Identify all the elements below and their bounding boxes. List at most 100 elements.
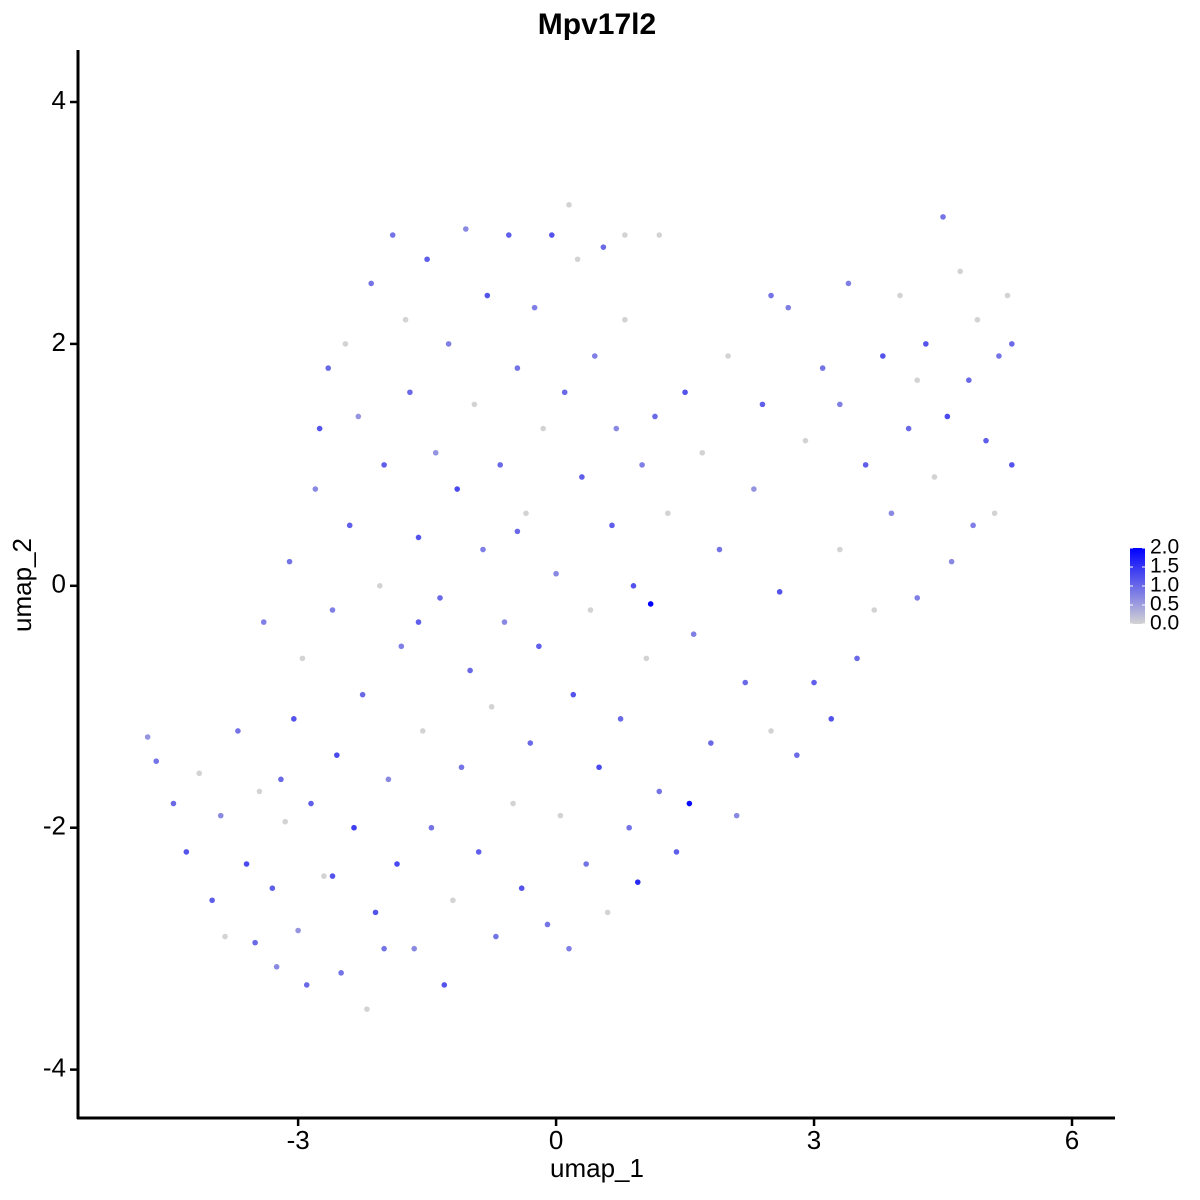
point [574,256,581,263]
point [523,510,529,517]
point [905,425,912,432]
point [948,558,955,565]
point [742,679,749,686]
point [278,776,284,783]
point [355,413,362,420]
point [256,788,263,795]
point [454,486,461,492]
point [510,800,516,807]
point [819,365,826,371]
point [488,703,495,710]
point [944,413,951,420]
point [682,389,688,396]
point [308,800,314,807]
point [880,353,886,359]
point [991,510,998,517]
y-axis-label: umap_2 [7,538,37,632]
point [282,818,289,825]
point [153,758,160,764]
point [467,667,473,674]
point [686,800,693,807]
point [888,510,895,517]
point [260,619,267,625]
point [557,812,564,819]
point [622,232,628,238]
point [398,643,405,650]
point [493,933,499,940]
point [450,897,456,904]
point [475,849,482,855]
point [759,401,766,408]
point [570,691,577,698]
x-tick-label: 3 [807,1125,821,1155]
point [776,589,783,595]
point [334,752,340,758]
point [794,752,800,758]
point [217,812,224,819]
point [579,474,585,480]
point [424,256,430,263]
point [329,873,336,879]
point [389,232,396,238]
point [854,655,860,662]
point [587,607,594,613]
point [329,607,336,613]
point [690,631,697,637]
point [613,425,620,432]
y-tick-label: 0 [52,569,66,599]
point [196,770,203,777]
point [514,528,521,535]
colorbar-tick-label: 0.0 [1150,612,1179,635]
point [286,558,293,565]
point [591,353,598,359]
colorbar-tick-label: 1.0 [1150,574,1179,597]
point [295,927,301,934]
point [970,522,976,529]
point [183,849,190,855]
point [536,643,542,650]
x-axis-label: umap_1 [550,1153,644,1183]
point [673,849,680,855]
point [604,909,611,916]
chart-title: Mpv17l2 [538,8,656,41]
point [656,232,663,238]
point [316,425,323,432]
point [303,982,310,988]
point [699,449,706,456]
point [553,570,559,577]
point [291,716,297,722]
point [364,1006,370,1012]
point [1004,292,1011,299]
point [983,437,989,444]
point [914,595,921,601]
colorbar-tick-label: 2.0 [1150,536,1179,559]
point [497,462,503,468]
point [751,486,757,492]
point [243,861,250,867]
y-tick-label: 4 [52,85,66,115]
point [583,861,589,867]
point [862,462,869,468]
point [639,462,645,468]
point [609,522,615,529]
point [420,728,426,734]
point [415,619,422,625]
point [725,353,731,359]
x-tick-label: 0 [549,1125,563,1155]
point [634,879,641,885]
point [733,812,740,819]
point [768,292,774,299]
point [527,740,534,746]
point [566,945,572,952]
point [802,437,809,444]
point [368,280,375,287]
point [269,885,276,891]
point [463,226,469,232]
colorbar [1130,548,1145,624]
point [385,776,392,783]
y-tick-label: -4 [43,1052,66,1082]
point [273,964,280,970]
point [394,861,400,867]
point [351,824,357,831]
